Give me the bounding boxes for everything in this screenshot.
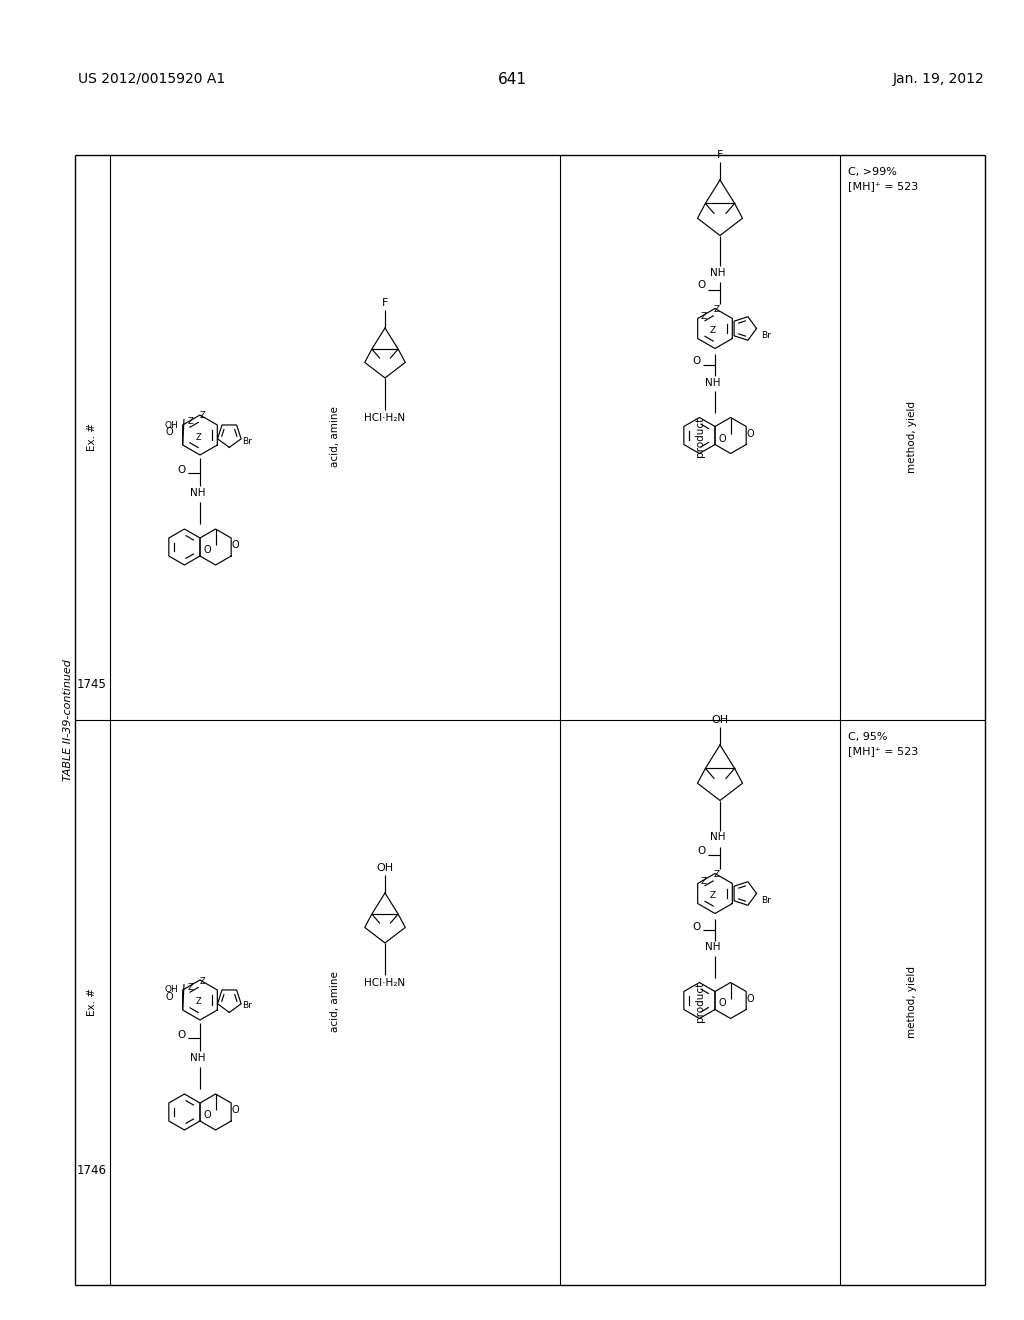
Text: O: O [231,540,240,550]
Polygon shape [200,1094,231,1130]
Text: O: O [693,921,701,932]
Text: HCl·H₂N: HCl·H₂N [365,978,406,987]
Text: C, >99%: C, >99% [848,168,897,177]
Text: product: product [695,417,705,457]
Polygon shape [697,180,742,235]
Text: NH: NH [706,942,721,953]
Text: OH: OH [377,863,393,873]
Text: O: O [204,545,211,554]
Text: OH: OH [164,986,178,994]
Polygon shape [715,417,746,454]
Polygon shape [365,327,406,378]
Text: Br: Br [762,331,771,341]
Text: Ex. #: Ex. # [87,422,97,451]
Text: NH: NH [711,833,726,842]
Polygon shape [217,990,241,1012]
Text: O: O [746,429,755,438]
Text: NH: NH [706,378,721,388]
Polygon shape [200,529,231,565]
Text: O: O [697,281,706,290]
Text: Br: Br [243,437,252,446]
Text: [MH]⁺ = 523: [MH]⁺ = 523 [848,181,919,191]
Text: NH: NH [190,1053,206,1063]
Text: 1746: 1746 [77,1163,106,1176]
Text: O: O [719,433,726,444]
Text: Z: Z [714,305,720,314]
Text: Br: Br [762,896,771,906]
Text: Z: Z [200,977,206,986]
Text: C, 95%: C, 95% [848,733,888,742]
Text: F: F [382,298,388,308]
Text: method, yield: method, yield [907,401,918,473]
Text: 1745: 1745 [77,678,106,692]
Text: Ex. #: Ex. # [87,987,97,1016]
Text: O: O [204,1110,211,1119]
Text: O: O [231,1105,240,1115]
Polygon shape [217,425,241,447]
Text: US 2012/0015920 A1: US 2012/0015920 A1 [78,73,225,86]
Text: 641: 641 [498,73,526,87]
Text: Z: Z [196,998,201,1006]
Text: Jan. 19, 2012: Jan. 19, 2012 [892,73,984,86]
Text: Z: Z [701,312,707,321]
Text: method, yield: method, yield [907,966,918,1038]
Text: OH: OH [712,715,728,725]
Text: [MH]⁺ = 523: [MH]⁺ = 523 [848,746,919,756]
Text: NH: NH [711,268,726,277]
Polygon shape [182,979,217,1020]
Polygon shape [734,882,757,906]
Polygon shape [169,1094,200,1130]
Polygon shape [734,317,757,341]
Text: O: O [719,998,726,1008]
Polygon shape [697,874,732,913]
Text: F: F [717,150,723,160]
Text: O: O [697,846,706,855]
Polygon shape [365,894,406,942]
Text: Z: Z [200,412,206,421]
Text: Z: Z [187,982,193,991]
Polygon shape [715,982,746,1019]
Text: Z: Z [187,417,193,426]
Polygon shape [684,417,715,454]
Polygon shape [697,744,742,800]
Text: O: O [165,993,173,1002]
Polygon shape [182,414,217,455]
Polygon shape [697,309,732,348]
Text: Z: Z [196,433,201,441]
Text: O: O [178,1030,186,1040]
Text: Z: Z [710,891,716,900]
Text: O: O [165,426,173,437]
Text: Z: Z [710,326,716,335]
Polygon shape [169,529,200,565]
Text: Z: Z [714,870,720,879]
Text: Z: Z [701,876,707,886]
Polygon shape [684,982,715,1019]
Text: NH: NH [190,488,206,498]
Text: Br: Br [243,1002,252,1011]
Text: HCl·H₂N: HCl·H₂N [365,413,406,422]
Text: TABLE II-39-continued: TABLE II-39-continued [63,659,73,781]
Text: product: product [695,982,705,1022]
Text: O: O [746,994,755,1003]
Text: O: O [693,356,701,367]
Text: acid, amine: acid, amine [330,972,340,1032]
Text: OH: OH [164,421,178,429]
Text: acid, amine: acid, amine [330,407,340,467]
Text: O: O [178,465,186,475]
